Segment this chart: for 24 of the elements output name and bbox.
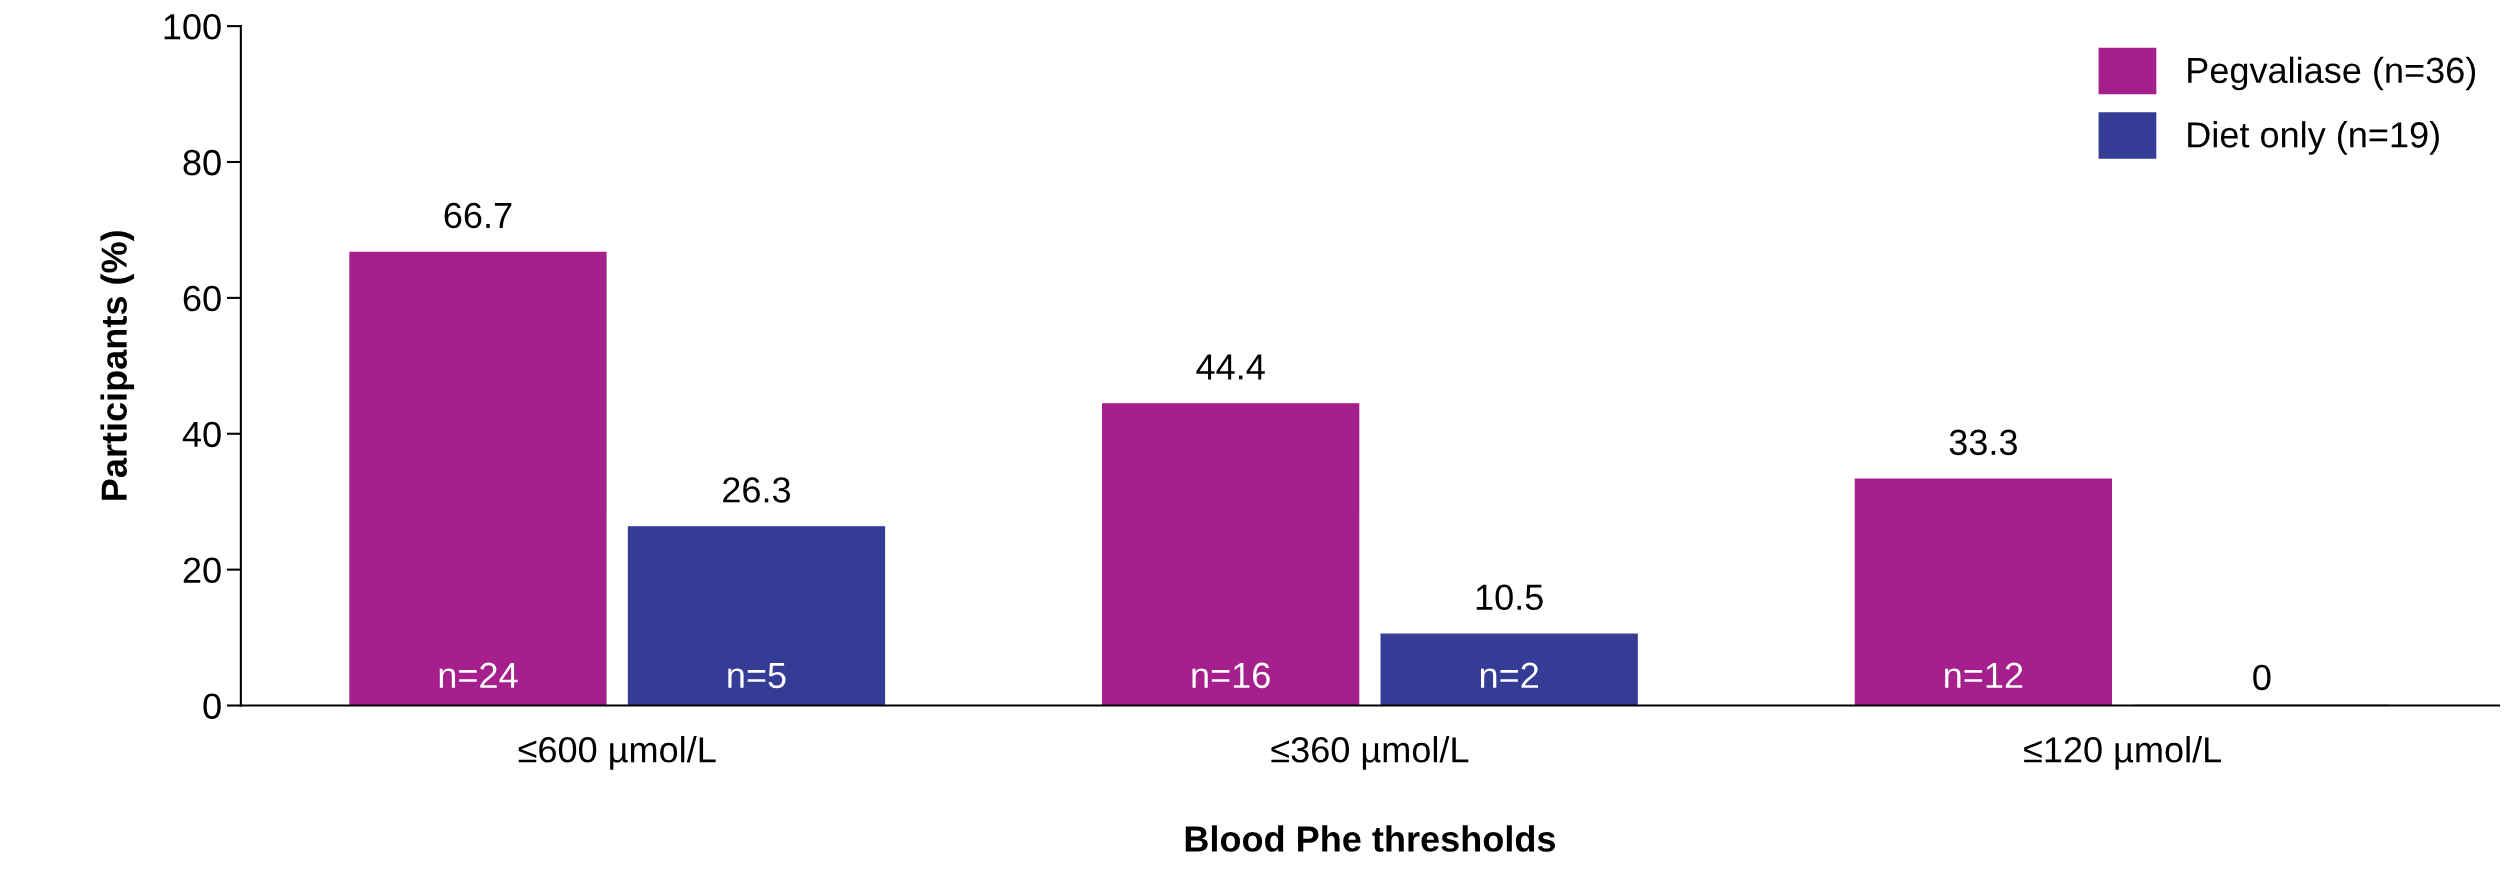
y-tick-label: 0: [203, 693, 221, 719]
y-tick-label: 40: [182, 421, 221, 448]
annotation: n=12: [1945, 662, 2023, 688]
legend-label: Pegvaliase (n=36): [2188, 56, 2476, 91]
x-tick-label: ≤360 µmol/L: [1271, 736, 1469, 770]
y-tick-label: 20: [183, 557, 221, 584]
data-label: 26.3: [723, 477, 791, 503]
data-label: 66.7: [444, 202, 512, 229]
x-tick-label: ≤600 µmol/L: [518, 736, 716, 770]
x-tick-label: ≤120 µmol/L: [2024, 736, 2222, 770]
y-axis-title: Participants (%): [100, 231, 135, 500]
y-tick-label: 80: [183, 149, 221, 176]
annotation: n=2: [1480, 662, 1538, 688]
data-label: 0: [2253, 664, 2271, 691]
annotation: n=5: [728, 662, 786, 689]
legend-label: Diet only (n=19): [2188, 121, 2439, 155]
y-tick-label: 60: [183, 285, 221, 312]
annotation: n=24: [439, 662, 518, 688]
data-label: 10.5: [1476, 584, 1543, 611]
y-tick-label: 100: [164, 14, 221, 40]
data-label: 33.3: [1949, 429, 2017, 456]
annotation: n=16: [1192, 662, 1270, 689]
data-label: 44.4: [1196, 354, 1265, 380]
x-axis-title: Blood Phe thresholds: [1185, 825, 1556, 852]
